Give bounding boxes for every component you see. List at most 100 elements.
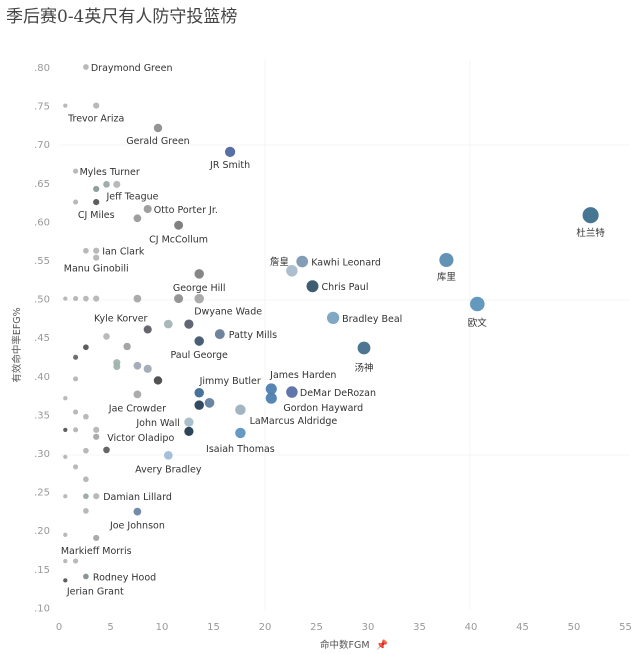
data-point	[73, 464, 79, 470]
data-point	[194, 293, 204, 304]
point-label: Jeff Teague	[106, 191, 159, 202]
point-label: LaMarcus Aldridge	[250, 416, 338, 427]
data-point	[93, 254, 100, 261]
point-label: Gordon Hayward	[283, 403, 363, 414]
data-point	[113, 180, 121, 188]
pin-icon: 📌	[376, 639, 388, 651]
data-point	[63, 296, 68, 301]
point-label: George Hill	[173, 283, 226, 294]
data-point	[73, 558, 79, 564]
data-point	[214, 329, 225, 340]
y-tick-label: .45	[34, 333, 50, 344]
point-label: Joe Johnson	[109, 521, 165, 532]
point-label: Markieff Morris	[61, 546, 132, 557]
point-label: 汤神	[354, 362, 373, 374]
point-label: James Harden	[269, 370, 336, 381]
x-tick-label: 30	[362, 622, 375, 633]
data-point	[306, 280, 319, 293]
y-tick-label: .25	[34, 488, 50, 499]
point-label: CJ McCollum	[149, 234, 208, 245]
data-point	[83, 508, 89, 514]
data-point	[73, 354, 79, 360]
data-point	[63, 427, 68, 432]
data-point	[184, 319, 194, 329]
data-point	[93, 433, 100, 440]
data-point	[103, 181, 110, 188]
point-label: John Wall	[135, 418, 180, 429]
data-point	[83, 447, 89, 454]
point-label: Rodney Hood	[93, 573, 156, 584]
data-point	[163, 450, 173, 460]
data-point	[113, 363, 121, 371]
point-label: DeMar DeRozan	[300, 388, 376, 399]
y-tick-label: .50	[34, 295, 50, 306]
data-point	[103, 446, 110, 454]
x-tick-label: 0	[56, 622, 62, 633]
x-tick-label: 10	[156, 622, 169, 633]
y-tick-label: .60	[34, 217, 50, 228]
data-point	[265, 392, 277, 404]
y-tick-label: .80	[34, 63, 50, 74]
point-label: Dwyane Wade	[194, 307, 262, 318]
data-point	[63, 532, 68, 537]
data-point	[93, 534, 100, 542]
data-point	[63, 454, 68, 460]
point-label: Chris Paul	[322, 282, 369, 293]
data-point	[357, 341, 371, 355]
x-tick-label: 20	[259, 622, 272, 633]
y-tick-label: .70	[34, 140, 50, 151]
data-point	[83, 64, 89, 70]
data-point	[174, 220, 184, 230]
data-point	[194, 400, 204, 410]
data-point	[470, 296, 485, 312]
y-tick-label: .65	[34, 179, 50, 190]
x-tick-label: 40	[465, 622, 478, 633]
point-label: Jimmy Butler	[199, 376, 261, 387]
point-label: Bradley Beal	[342, 314, 402, 325]
data-point	[133, 507, 142, 516]
data-point	[63, 578, 68, 583]
data-point	[73, 409, 79, 415]
point-label: Damian Lillard	[103, 492, 172, 503]
data-point	[83, 344, 89, 351]
chart-title: 季后赛0-4英尺有人防守投篮榜	[6, 7, 238, 27]
data-point	[286, 386, 298, 398]
data-point	[194, 336, 204, 346]
x-tick-label: 50	[568, 622, 581, 633]
x-tick-label: 45	[516, 622, 529, 633]
data-point	[133, 214, 142, 223]
data-point	[194, 269, 204, 279]
y-tick-label: .10	[34, 603, 50, 614]
data-point	[153, 376, 163, 385]
data-point	[163, 319, 173, 329]
point-label: 詹皇	[270, 256, 289, 268]
data-point	[83, 295, 89, 302]
data-point	[174, 294, 184, 304]
data-point	[439, 252, 454, 268]
data-point	[73, 199, 79, 205]
data-point	[73, 296, 79, 302]
data-point	[143, 364, 152, 373]
point-label: 欧文	[468, 317, 488, 329]
point-label: Jae Crowder	[108, 403, 166, 414]
data-point	[153, 123, 163, 133]
data-point	[143, 204, 152, 214]
x-tick-label: 15	[207, 622, 220, 633]
point-label: Avery Bradley	[135, 464, 202, 475]
data-point	[93, 185, 100, 193]
data-point	[286, 265, 298, 277]
x-axis-label: 命中数FGM	[320, 639, 370, 651]
data-point	[73, 427, 79, 433]
data-point	[83, 573, 89, 580]
data-point	[133, 361, 142, 370]
data-point	[582, 207, 599, 224]
y-tick-label: .20	[34, 526, 50, 537]
data-point	[63, 396, 68, 401]
data-point	[133, 294, 142, 303]
data-point	[93, 493, 100, 500]
data-point	[184, 426, 194, 437]
data-point	[194, 388, 204, 398]
x-tick-label: 35	[413, 622, 426, 633]
point-label: Manu Ginobili	[64, 264, 129, 275]
